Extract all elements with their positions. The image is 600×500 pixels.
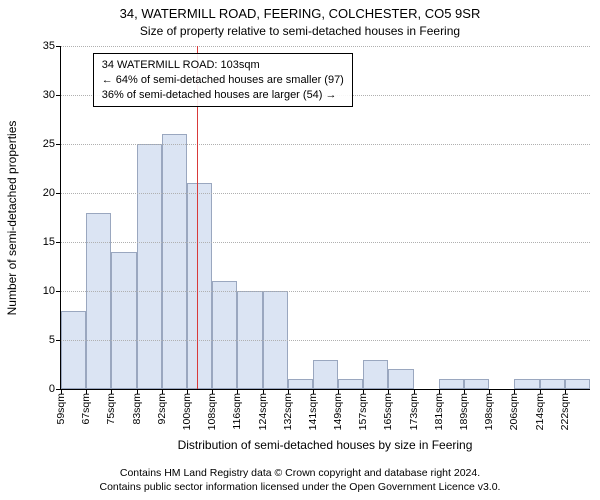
- histogram-bar: [565, 379, 590, 389]
- y-axis-label-wrap: Number of semi-detached properties: [0, 46, 20, 390]
- histogram-bar: [363, 360, 388, 389]
- histogram-bar: [313, 360, 338, 389]
- chart-container: 34, WATERMILL ROAD, FEERING, COLCHESTER,…: [0, 0, 600, 500]
- y-tick-label: 5: [49, 334, 55, 346]
- gridline: [61, 144, 590, 145]
- chart-title: 34, WATERMILL ROAD, FEERING, COLCHESTER,…: [0, 6, 600, 21]
- histogram-bar: [187, 183, 212, 389]
- x-tick-label: 157sqm: [357, 393, 369, 430]
- y-tick: [56, 144, 61, 145]
- histogram-bar: [111, 252, 136, 389]
- x-tick-label: 67sqm: [80, 393, 92, 425]
- y-tick: [56, 340, 61, 341]
- y-tick-label: 15: [43, 236, 55, 248]
- x-tick-label: 92sqm: [156, 393, 168, 425]
- x-tick-label: 83sqm: [131, 393, 143, 425]
- histogram-bar: [514, 379, 539, 389]
- x-tick-label: 108sqm: [206, 393, 218, 430]
- chart-subtitle: Size of property relative to semi-detach…: [0, 24, 600, 38]
- x-tick-label: 75sqm: [105, 393, 117, 425]
- histogram-bar: [464, 379, 489, 389]
- y-tick-label: 10: [43, 285, 55, 297]
- annotation-line: ← 64% of semi-detached houses are smalle…: [102, 73, 344, 88]
- x-tick-label: 189sqm: [458, 393, 470, 430]
- x-tick-label: 100sqm: [181, 393, 193, 430]
- y-tick-label: 20: [43, 187, 55, 199]
- annotation-line: 36% of semi-detached houses are larger (…: [102, 88, 344, 103]
- histogram-bar: [439, 379, 464, 389]
- histogram-bar: [388, 369, 413, 389]
- x-tick-label: 214sqm: [534, 393, 546, 430]
- footer-line2: Contains public sector information licen…: [0, 480, 600, 494]
- footer-line1: Contains HM Land Registry data © Crown c…: [0, 466, 600, 480]
- annotation-box: 34 WATERMILL ROAD: 103sqm← 64% of semi-d…: [93, 53, 353, 108]
- x-tick-label: 165sqm: [382, 393, 394, 430]
- y-tick: [56, 95, 61, 96]
- x-tick-label: 198sqm: [483, 393, 495, 430]
- gridline: [61, 291, 590, 292]
- gridline: [61, 46, 590, 47]
- x-tick-label: 141sqm: [307, 393, 319, 430]
- y-tick-label: 30: [43, 89, 55, 101]
- y-tick: [56, 242, 61, 243]
- x-tick-label: 149sqm: [332, 393, 344, 430]
- y-tick: [56, 193, 61, 194]
- x-tick-label: 222sqm: [559, 393, 571, 430]
- x-tick-label: 181sqm: [433, 393, 445, 430]
- x-tick-label: 173sqm: [408, 393, 420, 430]
- histogram-bar: [540, 379, 565, 389]
- gridline: [61, 193, 590, 194]
- x-tick-label: 59sqm: [55, 393, 67, 425]
- x-tick-label: 124sqm: [257, 393, 269, 430]
- histogram-bar: [137, 144, 162, 389]
- histogram-bar: [212, 281, 237, 389]
- histogram-bar: [61, 311, 86, 389]
- histogram-bar: [162, 134, 187, 389]
- histogram-bar: [338, 379, 363, 389]
- footer-text: Contains HM Land Registry data © Crown c…: [0, 466, 600, 494]
- annotation-line: 34 WATERMILL ROAD: 103sqm: [102, 58, 344, 73]
- y-tick-label: 35: [43, 40, 55, 52]
- histogram-bar: [288, 379, 313, 389]
- plot-area: 0510152025303559sqm67sqm75sqm83sqm92sqm1…: [60, 46, 590, 390]
- histogram-bar: [86, 213, 111, 389]
- y-tick: [56, 291, 61, 292]
- gridline: [61, 340, 590, 341]
- y-tick: [56, 46, 61, 47]
- y-axis-label: Number of semi-detached properties: [5, 121, 19, 316]
- y-tick-label: 25: [43, 138, 55, 150]
- x-tick-label: 116sqm: [231, 393, 243, 430]
- x-tick-label: 206sqm: [508, 393, 520, 430]
- x-tick-label: 132sqm: [282, 393, 294, 430]
- gridline: [61, 242, 590, 243]
- x-axis-label: Distribution of semi-detached houses by …: [60, 438, 590, 452]
